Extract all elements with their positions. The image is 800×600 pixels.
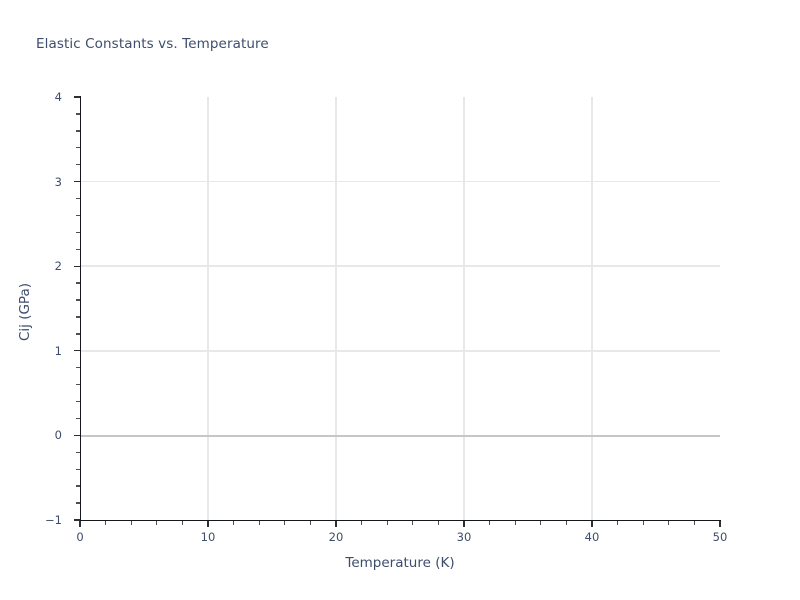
y-tick-label: −1 (45, 513, 62, 527)
y-tick-major (74, 519, 80, 521)
gridline-vertical (335, 97, 337, 520)
x-tick-minor (258, 521, 260, 525)
x-tick-minor (668, 521, 670, 525)
y-tick-minor (76, 130, 80, 132)
gridline-horizontal (80, 350, 720, 352)
y-tick-major (74, 265, 80, 267)
y-tick-minor (76, 451, 80, 453)
x-tick-minor (488, 521, 491, 525)
y-tick-minor (76, 367, 80, 369)
y-tick-minor (76, 299, 80, 301)
y-tick-minor (76, 502, 80, 504)
x-axis-label: Temperature (K) (0, 555, 800, 571)
x-tick-minor (693, 521, 696, 525)
gridline-vertical (463, 97, 465, 520)
x-tick-minor (181, 521, 184, 525)
chart-title: Elastic Constants vs. Temperature (36, 36, 269, 52)
x-axis-label-text: Temperature (K) (345, 555, 455, 571)
y-tick-label: 3 (54, 174, 62, 189)
x-axis-spine (80, 520, 721, 522)
x-tick-minor (437, 521, 440, 525)
x-tick-minor (309, 521, 312, 525)
x-tick-minor (540, 521, 542, 525)
x-tick-minor (104, 521, 107, 525)
y-tick-minor (76, 197, 80, 200)
zero-reference-line (80, 434, 720, 437)
y-tick-minor (76, 383, 80, 386)
y-tick-minor (76, 468, 80, 470)
y-tick-minor (76, 248, 80, 250)
x-tick-minor (284, 521, 286, 525)
x-tick-minor (360, 521, 363, 525)
x-tick-label: 50 (712, 530, 728, 544)
y-tick-minor (76, 163, 80, 166)
y-tick-label: 2 (54, 259, 62, 274)
y-axis-label: Cij (GPa) (10, 0, 40, 600)
y-tick-major (74, 350, 80, 352)
x-tick-label: 0 (76, 530, 84, 544)
y-tick-minor (76, 400, 80, 403)
y-tick-minor (76, 113, 80, 115)
y-tick-label: 0 (54, 428, 62, 443)
x-tick-label: 30 (456, 530, 472, 544)
gridline-horizontal (80, 265, 720, 267)
x-tick-minor (642, 521, 644, 525)
x-tick-major (591, 521, 593, 527)
x-tick-minor (130, 521, 132, 525)
x-tick-label: 20 (328, 530, 344, 544)
y-tick-major (74, 96, 80, 98)
plot-area (80, 97, 720, 520)
x-tick-major (719, 521, 721, 527)
y-axis-label-text: Cij (GPa) (17, 282, 33, 342)
y-axis-spine (80, 96, 82, 521)
x-tick-minor (565, 521, 568, 525)
y-tick-minor (76, 485, 80, 487)
x-tick-minor (514, 521, 516, 525)
y-tick-label: 1 (54, 343, 62, 358)
y-tick-major (74, 180, 80, 183)
gridline-vertical (207, 97, 209, 520)
y-tick-minor (76, 417, 80, 420)
x-tick-minor (386, 521, 388, 525)
x-tick-label: 40 (584, 530, 600, 544)
x-tick-major (79, 521, 81, 527)
y-tick-minor (76, 282, 80, 284)
y-tick-label: 4 (54, 90, 62, 104)
y-tick-minor (76, 316, 80, 318)
x-tick-major (207, 521, 209, 527)
x-tick-minor (232, 521, 235, 525)
x-tick-minor (616, 521, 619, 525)
y-tick-minor (76, 333, 80, 335)
y-tick-minor (76, 214, 80, 217)
y-tick-minor (76, 147, 80, 149)
x-tick-major (463, 521, 465, 527)
y-tick-minor (76, 231, 80, 234)
x-tick-minor (412, 521, 414, 525)
gridline-vertical (591, 97, 593, 520)
gridline-horizontal (80, 180, 720, 183)
x-tick-label: 10 (200, 530, 216, 544)
x-tick-minor (156, 521, 158, 525)
y-tick-major (74, 434, 80, 437)
x-tick-major (335, 521, 337, 527)
